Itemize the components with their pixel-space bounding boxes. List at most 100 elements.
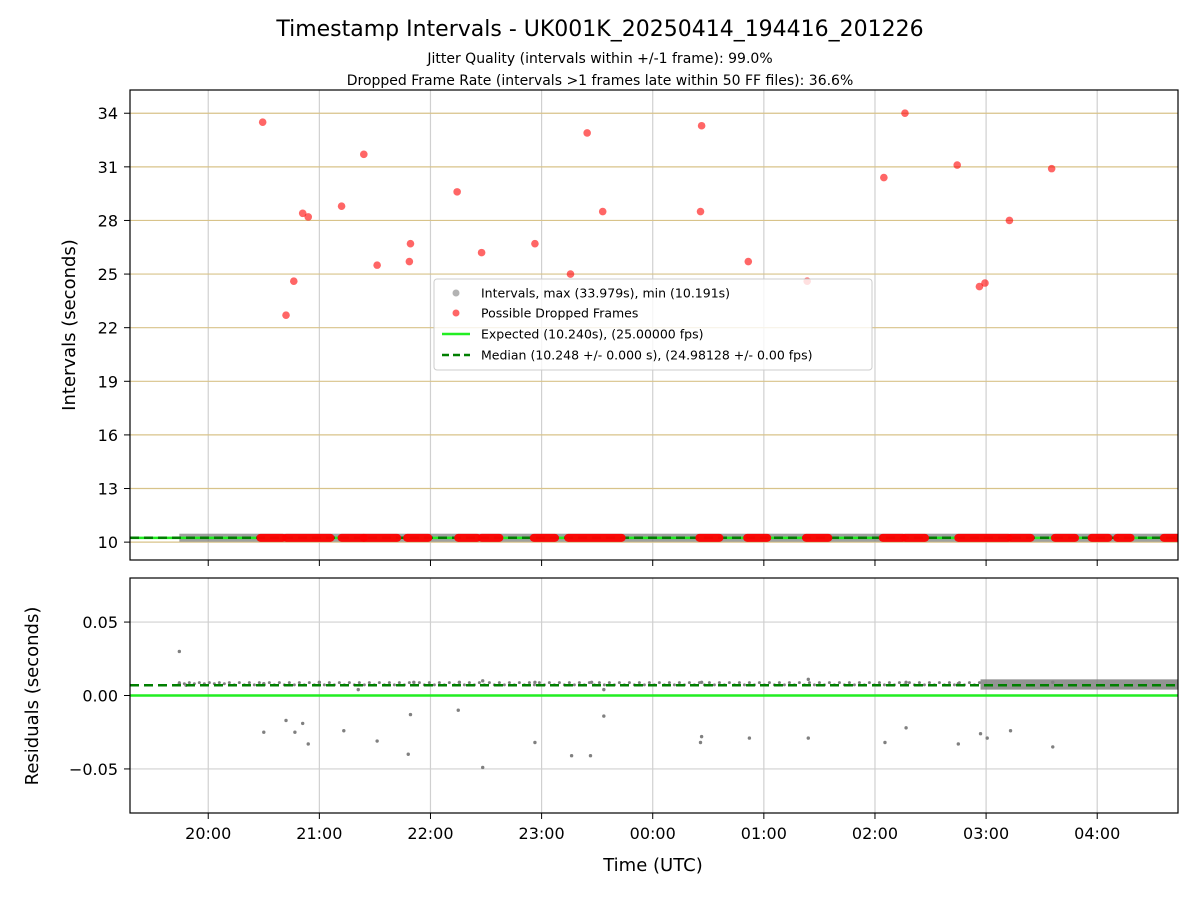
- y-axis-label-intervals: Intervals (seconds): [59, 239, 80, 411]
- residual-point: [462, 683, 466, 687]
- residual-point: [642, 683, 646, 687]
- residual-point: [883, 740, 887, 745]
- dropped-frame-point: [697, 121, 706, 130]
- residual-point: [667, 681, 671, 685]
- residual-point: [187, 681, 191, 685]
- residual-point: [812, 683, 816, 687]
- residual-point: [533, 740, 537, 745]
- residual-point: [317, 680, 322, 684]
- residual-point: [481, 679, 485, 683]
- x-tick-label: 04:00: [1074, 824, 1120, 843]
- residual-point: [707, 681, 711, 685]
- residual-point: [806, 736, 810, 740]
- y-tick-label: 28: [98, 211, 118, 230]
- residual-point: [757, 681, 761, 685]
- y-tick-label: 25: [98, 265, 118, 284]
- residual-point: [537, 681, 541, 685]
- residual-point: [437, 681, 441, 685]
- residual-point: [300, 721, 305, 726]
- residual-point: [327, 681, 331, 685]
- residual-point: [497, 681, 501, 685]
- legend: Intervals, max (33.979s), min (10.191s) P…: [433, 278, 873, 371]
- residual-point: [747, 736, 752, 740]
- legend-label: Median (10.248 +/- 0.000 s), (24.98128 +…: [481, 348, 812, 363]
- residual-point: [467, 681, 471, 685]
- residual-point: [887, 681, 891, 685]
- residual-point: [507, 681, 511, 685]
- residuals-panel: −0.05 0.00 0.05 20:00 21:00 22:00 23:00 00:00 01…: [69, 577, 1179, 843]
- y-axis-label-residuals: Residuals (seconds): [22, 607, 43, 786]
- residual-point: [347, 681, 351, 685]
- residual-point: [952, 683, 956, 687]
- residual-point: [1008, 729, 1013, 733]
- residual-point: [937, 681, 941, 685]
- residual-point: [502, 683, 506, 687]
- residual-point: [727, 681, 731, 685]
- chart-subtitle-dropped: Dropped Frame Rate (intervals >1 frames …: [347, 73, 854, 89]
- residual-point: [447, 681, 451, 685]
- dropped-frame-point: [598, 207, 607, 216]
- residual-point: [847, 681, 851, 685]
- residual-point: [222, 682, 226, 686]
- residuals-dense-band: [980, 679, 1178, 690]
- residual-point: [877, 681, 881, 685]
- x-tick-label: 00:00: [630, 824, 676, 843]
- residual-point: [406, 752, 410, 756]
- residual-point: [699, 680, 704, 684]
- chart-subtitle-jitter: Jitter Quality (intervals within +/-1 fr…: [426, 51, 772, 67]
- residual-point: [342, 729, 346, 733]
- residual-point: [432, 683, 436, 687]
- legend-label: Possible Dropped Frames: [481, 306, 638, 321]
- residual-point: [882, 683, 886, 687]
- residual-point: [277, 681, 281, 685]
- residual-point: [572, 683, 576, 687]
- residual-point: [627, 681, 631, 685]
- residual-point: [985, 736, 989, 740]
- residual-point: [375, 739, 379, 743]
- residual-point: [737, 681, 741, 685]
- residual-point: [284, 718, 288, 723]
- y-tick-label: 31: [98, 158, 118, 177]
- residual-point: [917, 681, 921, 685]
- residual-point: [387, 681, 391, 685]
- residual-point: [367, 681, 371, 685]
- residual-point: [852, 683, 856, 687]
- dropped-frame-point: [696, 207, 705, 216]
- residual-point: [1051, 680, 1055, 684]
- dropped-frame-point: [298, 209, 307, 218]
- residual-point: [677, 681, 681, 685]
- residual-point: [897, 681, 901, 685]
- residual-point: [607, 681, 611, 685]
- residual-point: [517, 681, 521, 685]
- dropped-frame-point: [566, 270, 575, 278]
- bottom-plot-area: [130, 578, 1178, 813]
- residual-point: [247, 681, 251, 685]
- residual-point: [527, 681, 531, 685]
- dropped-frame-point: [337, 202, 346, 210]
- residual-point: [977, 681, 981, 685]
- residual-point: [857, 681, 861, 685]
- residual-point: [477, 681, 481, 685]
- dropped-frame-point: [1047, 164, 1056, 173]
- residual-point: [837, 681, 841, 685]
- residual-point: [362, 683, 366, 687]
- residual-point: [712, 683, 716, 687]
- dropped-frame-point: [880, 173, 888, 182]
- y-tick-label: 10: [98, 533, 118, 552]
- legend-label: Expected (10.240s), (25.00000 fps): [481, 327, 703, 342]
- legend-box: [433, 278, 873, 371]
- residual-point: [357, 681, 361, 685]
- residual-point: [227, 681, 231, 685]
- residual-point: [481, 765, 485, 770]
- residual-point: [293, 730, 297, 734]
- dropped-frame-point: [405, 257, 414, 266]
- dropped-frame-point: [477, 248, 486, 257]
- x-tick-label: 23:00: [519, 824, 565, 843]
- x-tick-label: 22:00: [407, 824, 453, 843]
- residual-point: [617, 681, 621, 685]
- residual-point: [307, 681, 311, 685]
- residual-point: [533, 680, 537, 684]
- residual-point: [257, 681, 261, 685]
- residual-point: [698, 740, 703, 745]
- x-axis-label: Time (UTC): [602, 855, 703, 876]
